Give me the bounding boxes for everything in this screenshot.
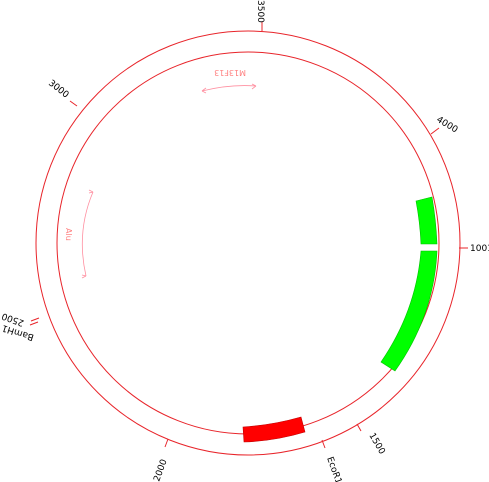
site-label-ecor1: EcoR1 [324,456,343,482]
feature-green-segment-2 [380,250,438,372]
tick-3000: 3000 [46,78,78,107]
tick-3500: 3500 [255,0,265,31]
inner-ring [56,51,440,435]
tick-4000: 4000 [430,115,459,136]
tick-label-4000: 4000 [434,115,459,136]
annotation-label-alu: Alu [64,228,73,241]
feature-red-segment [242,416,306,443]
feature-green-segment-1 [415,196,438,245]
tick-2000: 2000 [152,438,170,482]
site-ecor1: EcoR1 [321,439,343,482]
tick-label-3000: 3000 [46,78,70,100]
annotation-label-m13f13: M13F13 [214,68,246,77]
tick-label-2000: 2000 [152,458,169,482]
tick-label-1500: 1500 [366,432,386,457]
annotation-alu: Alu [64,189,94,279]
outer-ring [35,30,461,456]
tick-label-3500: 3500 [255,0,265,23]
tick-1500: 1500 [356,423,387,457]
annotation-m13f13: M13F13 [201,68,257,94]
